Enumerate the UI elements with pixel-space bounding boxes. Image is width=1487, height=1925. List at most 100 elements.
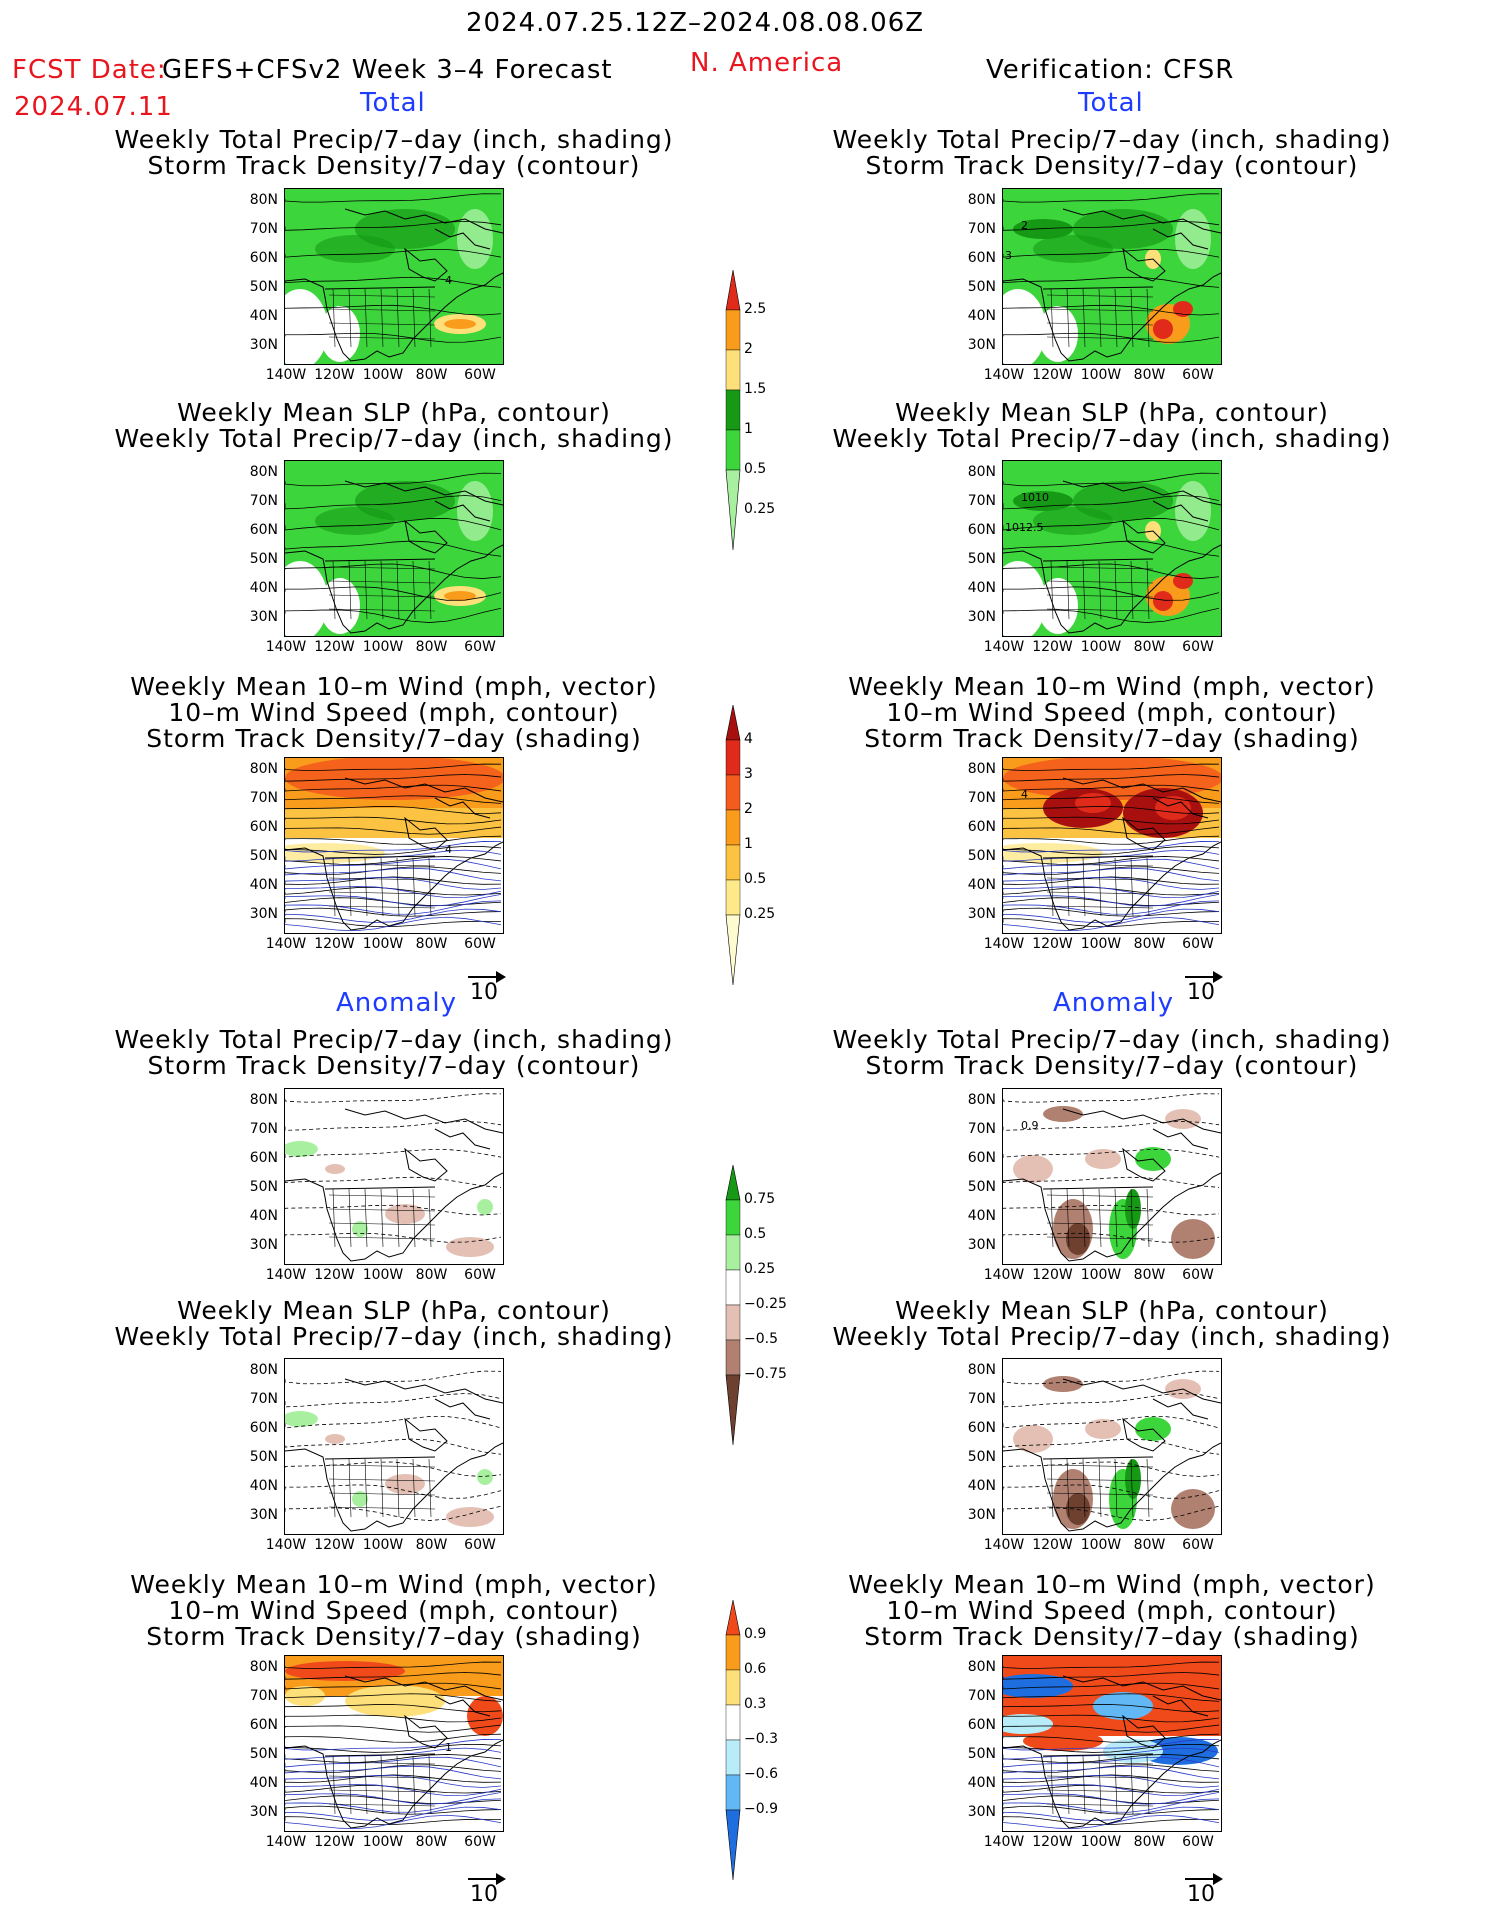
contour-label: 3 xyxy=(1005,249,1012,262)
lon-tick-label: 100W xyxy=(1080,367,1122,383)
panel-title-line: Storm Track Density/7–day (contour) xyxy=(865,151,1359,180)
colorbar-label: 1 xyxy=(744,836,753,852)
panel-title-line: Weekly Total Precip/7–day (inch, shading… xyxy=(114,125,674,154)
lat-tick-label: 80N xyxy=(249,1092,278,1108)
lon-tick-label: 80W xyxy=(415,1834,448,1850)
contour-label: 4 xyxy=(1021,788,1028,801)
colorbar-label: 0.9 xyxy=(744,1626,767,1642)
lat-tick-label: 30N xyxy=(249,1507,278,1523)
region-label: N. America xyxy=(690,48,844,78)
lon-tick-label: 80W xyxy=(415,1267,448,1283)
lon-tick-label: 100W xyxy=(1080,639,1122,655)
lat-tick-label: 70N xyxy=(249,1391,278,1407)
lon-tick-label: 100W xyxy=(362,367,404,383)
lat-tick-label: 50N xyxy=(967,279,996,295)
lon-tick-label: 120W xyxy=(1032,1537,1073,1553)
lon-tick-label: 60W xyxy=(464,639,496,655)
observed-total-header: Total xyxy=(1078,88,1144,118)
lat-tick-label: 40N xyxy=(967,877,996,893)
map-fc-2: 4 xyxy=(284,757,504,934)
map-plot: 1010 1012.5 xyxy=(1003,461,1221,636)
lon-tick-label: 60W xyxy=(1182,367,1214,383)
lon-tick-label: 100W xyxy=(1080,1267,1122,1283)
period-title: 2024.07.25.12Z–2024.08.08.06Z xyxy=(466,8,925,38)
lat-tick-label: 80N xyxy=(249,1659,278,1675)
lat-tick-label: 80N xyxy=(249,464,278,480)
lat-tick-label: 40N xyxy=(249,877,278,893)
lat-tick-label: 70N xyxy=(249,1688,278,1704)
colorbar-label: 0.75 xyxy=(744,1191,776,1207)
lat-tick-label: 50N xyxy=(967,1179,996,1195)
map-obs-2: 4 xyxy=(1002,757,1222,934)
colorbar-label: 0.5 xyxy=(744,871,767,887)
lon-tick-label: 80W xyxy=(415,367,448,383)
colorbar-label: −0.6 xyxy=(744,1766,778,1782)
lon-tick-label: 120W xyxy=(1032,1267,1073,1283)
lon-tick-label: 140W xyxy=(983,1834,1025,1850)
colorbar-storm_total xyxy=(725,705,741,986)
lon-tick-label: 60W xyxy=(1182,936,1214,952)
lat-tick-label: 80N xyxy=(967,1092,996,1108)
fcst-model: GEFS+CFSv2 Week 3–4 Forecast xyxy=(162,55,613,85)
colorbar-label: 2 xyxy=(744,341,753,357)
map-obs-3: 0.9 xyxy=(1002,1088,1222,1265)
panel-title-line: Weekly Total Precip/7–day (inch, shading… xyxy=(114,1322,674,1351)
arrow-icon xyxy=(496,971,506,983)
lat-tick-label: 50N xyxy=(967,551,996,567)
lon-tick-label: 60W xyxy=(464,1834,496,1850)
colorbar-label: −0.75 xyxy=(744,1366,787,1382)
lon-tick-label: 120W xyxy=(314,639,355,655)
lon-tick-label: 80W xyxy=(1133,1267,1166,1283)
colorbar-label: 0.3 xyxy=(744,1696,767,1712)
lat-tick-label: 70N xyxy=(967,1121,996,1137)
lat-tick-label: 80N xyxy=(967,1362,996,1378)
panel-title-line: 10–m Wind Speed (mph, contour) xyxy=(886,698,1338,727)
lat-tick-label: 70N xyxy=(967,221,996,237)
lat-tick-label: 40N xyxy=(249,308,278,324)
lon-tick-label: 100W xyxy=(362,639,404,655)
lat-tick-label: 60N xyxy=(967,1717,996,1733)
lat-tick-label: 70N xyxy=(249,221,278,237)
contour-label: 1012.5 xyxy=(1005,521,1044,534)
lat-tick-label: 70N xyxy=(967,1391,996,1407)
lat-tick-label: 30N xyxy=(249,906,278,922)
map-plot: 4 xyxy=(285,758,503,933)
map-obs-4 xyxy=(1002,1358,1222,1535)
lon-tick-label: 60W xyxy=(464,367,496,383)
lon-tick-label: 60W xyxy=(1182,1834,1214,1850)
lat-tick-label: 80N xyxy=(249,761,278,777)
lat-tick-label: 50N xyxy=(249,551,278,567)
lat-tick-label: 50N xyxy=(249,1746,278,1762)
lat-tick-label: 40N xyxy=(249,1478,278,1494)
lat-tick-label: 60N xyxy=(967,819,996,835)
panel-title-line: Storm Track Density/7–day (contour) xyxy=(147,151,641,180)
panel-title-line: 10–m Wind Speed (mph, contour) xyxy=(168,698,620,727)
panel-title-line: Weekly Mean SLP (hPa, contour) xyxy=(895,1296,1329,1325)
lon-tick-label: 140W xyxy=(265,639,307,655)
lon-tick-label: 140W xyxy=(265,1267,307,1283)
panel-title-line: Storm Track Density/7–day (contour) xyxy=(147,1051,641,1080)
colorbar-label: 0.25 xyxy=(744,1261,776,1277)
lat-tick-label: 30N xyxy=(967,906,996,922)
lat-tick-label: 30N xyxy=(967,1237,996,1253)
map-plot xyxy=(1003,1359,1221,1534)
panel-title-line: Weekly Mean SLP (hPa, contour) xyxy=(177,1296,611,1325)
colorbar-precip_total xyxy=(725,270,741,551)
lon-tick-label: 80W xyxy=(415,639,448,655)
lat-tick-label: 80N xyxy=(249,1362,278,1378)
lat-tick-label: 70N xyxy=(967,493,996,509)
lat-tick-label: 60N xyxy=(249,250,278,266)
map-plot xyxy=(285,1089,503,1264)
lat-tick-label: 50N xyxy=(249,848,278,864)
colorbar-label: 1.5 xyxy=(744,381,767,397)
lat-tick-label: 70N xyxy=(967,1688,996,1704)
lat-tick-label: 60N xyxy=(967,1420,996,1436)
lat-tick-label: 50N xyxy=(967,1746,996,1762)
lat-tick-label: 30N xyxy=(967,609,996,625)
lon-tick-label: 120W xyxy=(314,1537,355,1553)
colorbar-storm_anom xyxy=(725,1600,741,1881)
lon-tick-label: 120W xyxy=(1032,367,1073,383)
contour-label: 2 xyxy=(1021,219,1028,232)
arrow-icon xyxy=(496,1873,506,1885)
panel-title-line: Weekly Total Precip/7–day (inch, shading… xyxy=(114,424,674,453)
